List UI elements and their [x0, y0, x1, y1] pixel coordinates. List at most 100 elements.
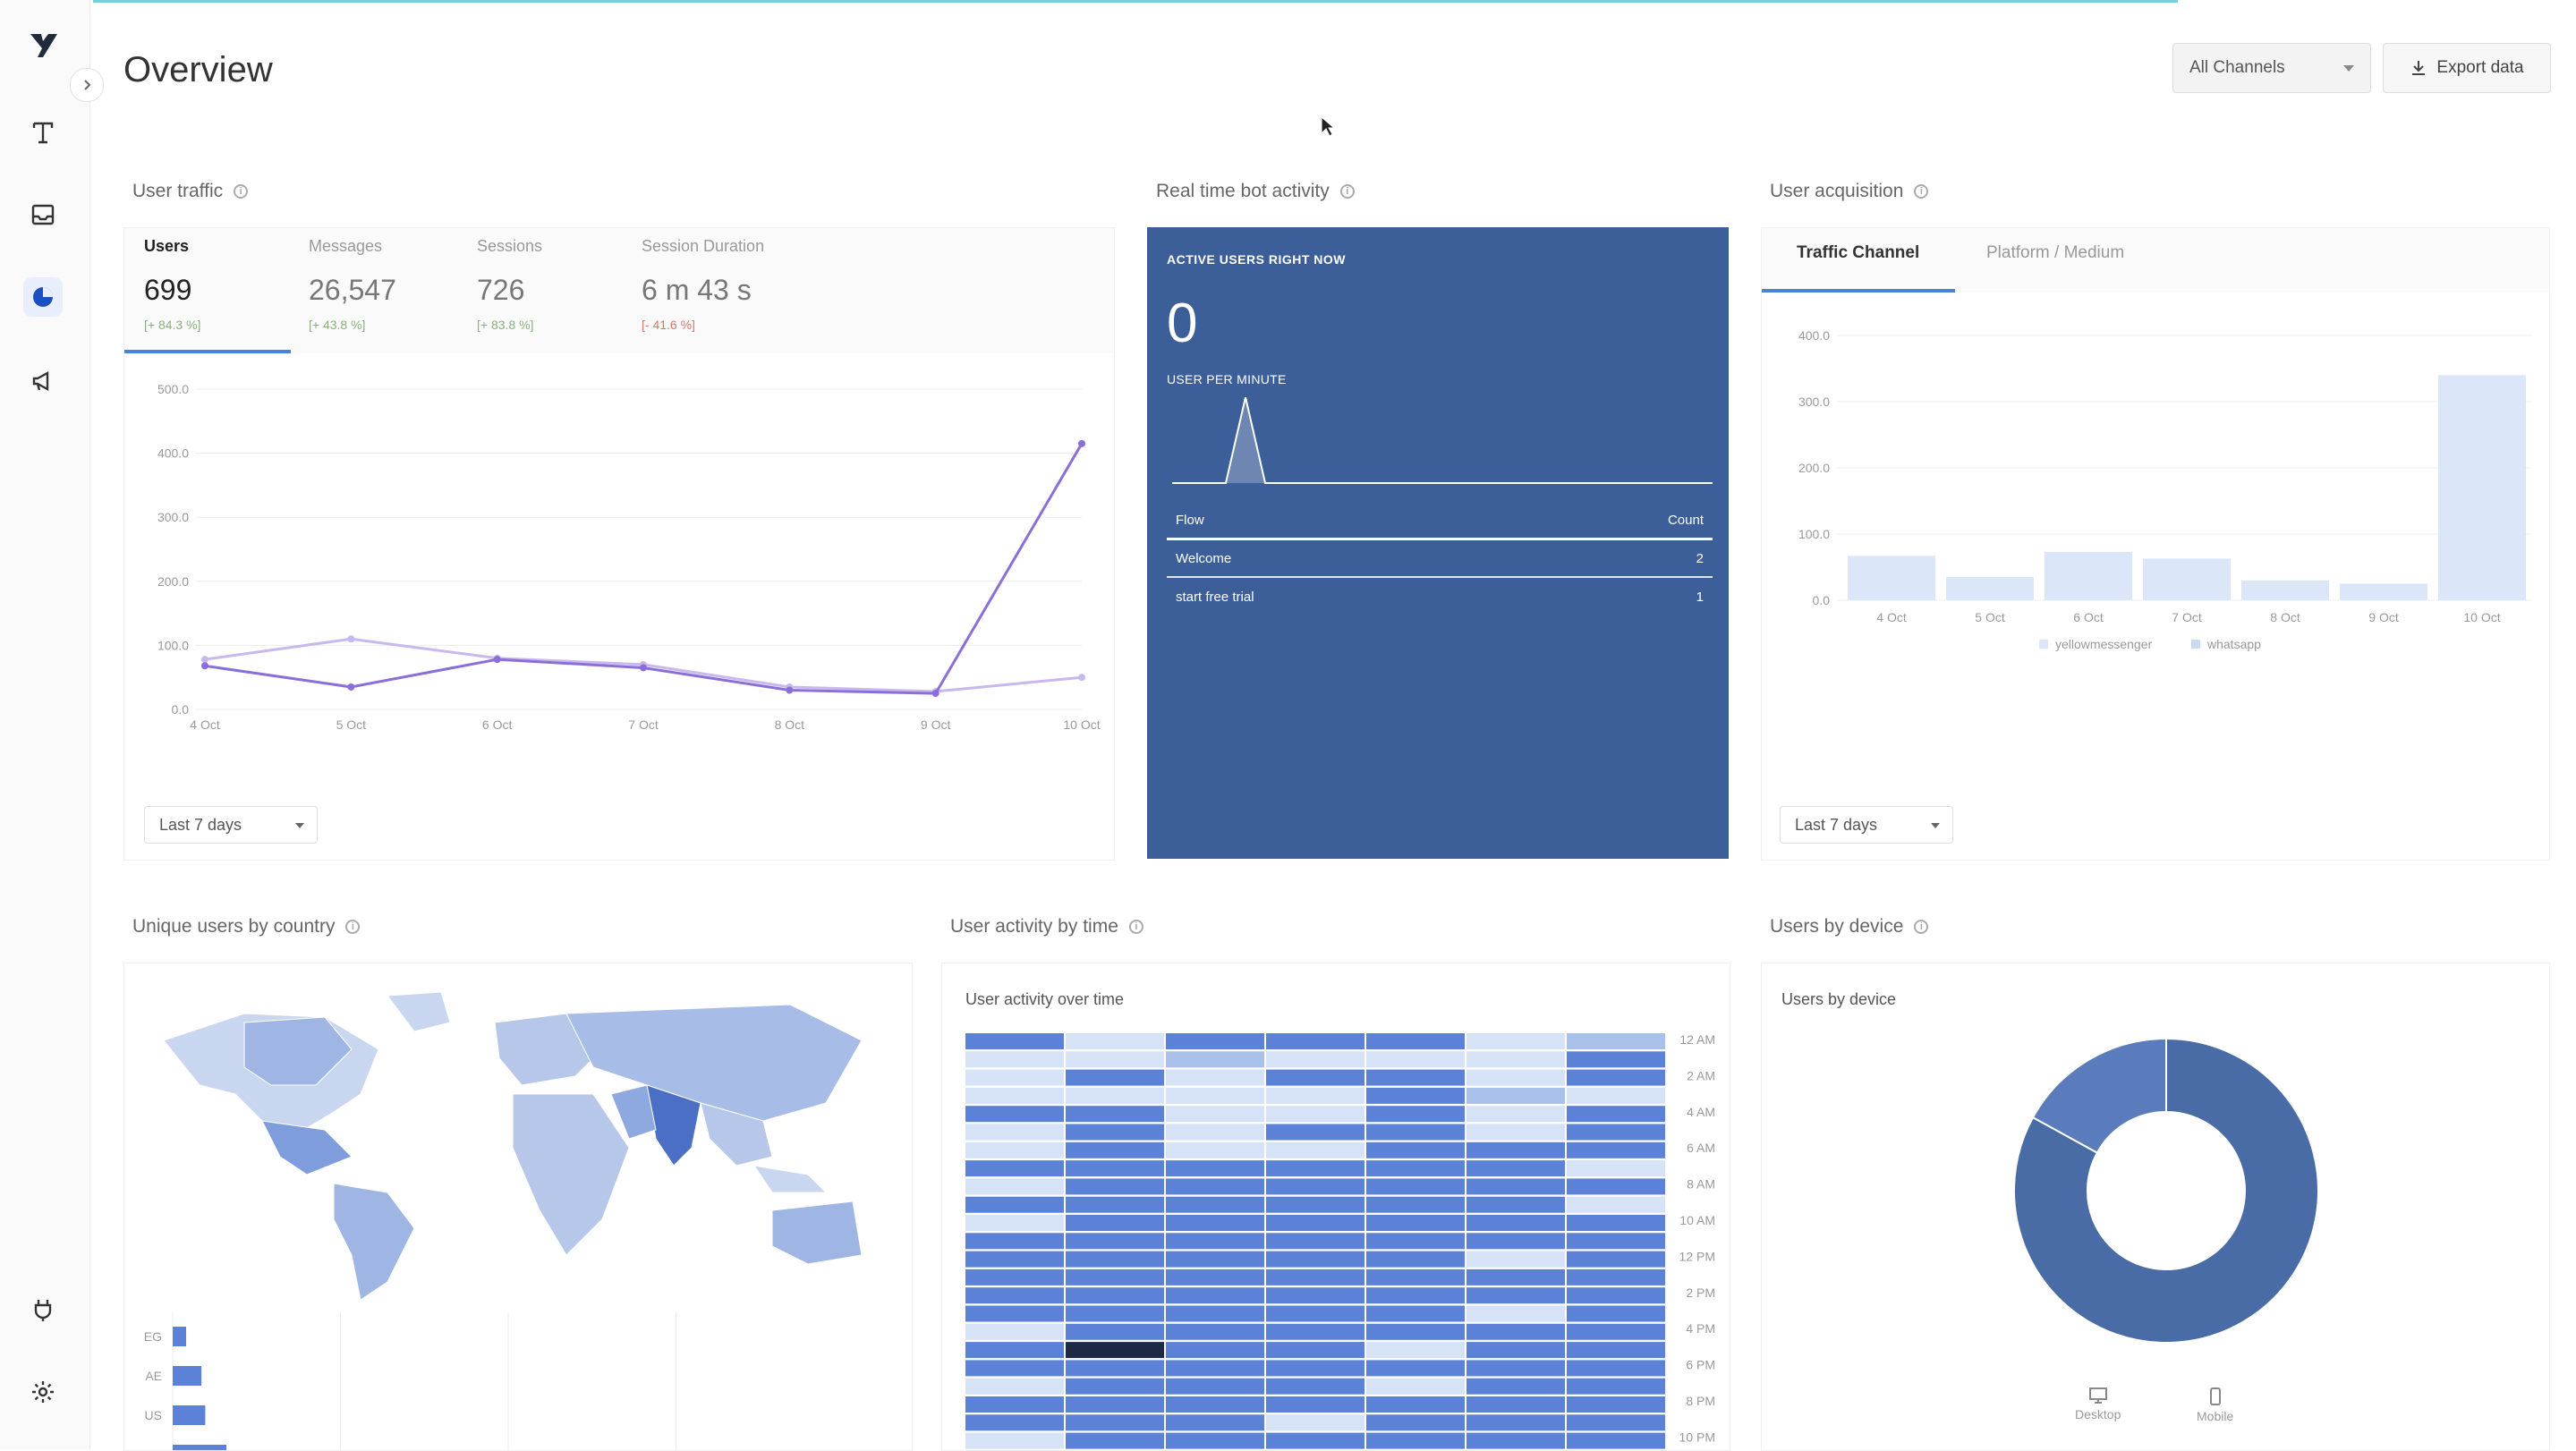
heatmap-cell — [1066, 1087, 1164, 1104]
donut-slice — [2031, 1037, 2167, 1154]
heatmap-cell — [1467, 1106, 1565, 1123]
channel-select[interactable]: All Channels — [2172, 43, 2371, 93]
x-tick-label: 8 Oct — [2270, 610, 2300, 624]
heatmap-cell — [1166, 1160, 1264, 1177]
inbox-icon[interactable] — [23, 195, 63, 234]
heatmap-cell — [1467, 1414, 1565, 1431]
chevron-down-icon — [295, 823, 304, 828]
info-icon[interactable]: i — [1339, 184, 1355, 199]
heatmap-cell — [1467, 1178, 1565, 1195]
heatmap-cell — [1366, 1233, 1465, 1250]
tab-value: 726 — [477, 274, 525, 306]
heatmap-cell — [1567, 1342, 1665, 1359]
heatmap-cell — [1166, 1051, 1264, 1068]
legend-mobile[interactable]: Mobile — [2197, 1387, 2233, 1423]
heatmap-cell — [1467, 1251, 1565, 1268]
heatmap-cell — [1166, 1305, 1264, 1322]
legend-label: yellowmessenger — [2055, 637, 2152, 651]
y-tick-label: 0.0 — [1813, 593, 1831, 607]
device-subtitle: Users by device — [1781, 990, 1897, 1008]
heatmap-cell — [1266, 1124, 1365, 1141]
info-icon[interactable]: i — [1914, 920, 1929, 934]
heatmap-cell — [965, 1178, 1064, 1195]
heatmap-cell — [965, 1432, 1064, 1449]
table-row[interactable]: Welcome 2 — [1167, 540, 1713, 578]
info-icon[interactable]: i — [1128, 920, 1143, 934]
legend-swatch — [2191, 640, 2200, 649]
megaphone-icon[interactable] — [23, 361, 63, 401]
heatmap-cell — [1266, 1051, 1365, 1068]
tab-session-duration[interactable]: Session Duration 6 m 43 s [- 41.6 %] — [642, 237, 764, 332]
legend-label: whatsapp — [2206, 637, 2261, 651]
heatmap-cell — [1266, 1141, 1365, 1158]
heatmap-cell — [1366, 1178, 1465, 1195]
user-traffic-heading: User traffic i — [132, 181, 249, 202]
export-data-button[interactable]: Export data — [2383, 43, 2551, 93]
heatmap-cell — [1166, 1414, 1264, 1431]
heatmap-cell — [1567, 1051, 1665, 1068]
acquisition-tabs — [1762, 228, 2549, 293]
device-heading: Users by device i — [1770, 916, 1929, 938]
heatmap-cell — [1066, 1106, 1164, 1123]
heatmap-cell — [1066, 1269, 1164, 1286]
traffic-range-dropdown[interactable]: Last 7 days — [144, 806, 318, 844]
heatmap-cell — [1066, 1360, 1164, 1377]
tab-platform-medium[interactable]: Platform / Medium — [1986, 243, 2125, 262]
stat-tabs — [124, 228, 1114, 353]
legend-swatch — [2039, 640, 2048, 649]
tab-traffic-channel[interactable]: Traffic Channel — [1797, 243, 1920, 262]
bar — [2045, 551, 2132, 600]
activity-card: User activity over time 12 AM 2 AM 4 AM 6 A… — [941, 963, 1730, 1451]
range-value: Last 7 days — [1795, 815, 1878, 834]
heatmap-cell — [1567, 1378, 1665, 1395]
heatmap-cell — [1366, 1251, 1465, 1268]
tab-messages[interactable]: Messages 26,547 [+ 43.8 %] — [309, 237, 396, 332]
heatmap-cell — [1567, 1033, 1665, 1049]
heatmap-cell — [965, 1124, 1064, 1141]
info-icon[interactable]: i — [345, 920, 361, 934]
country-bar-chart: EGAEUSNGIN — [143, 1312, 676, 1450]
logo-icon[interactable] — [23, 25, 63, 64]
heatmap-cell — [1066, 1033, 1164, 1049]
acquisition-range-dropdown[interactable]: Last 7 days — [1780, 806, 1953, 844]
y-tick-label: 100.0 — [1798, 527, 1830, 541]
tab-sessions[interactable]: Sessions 726 [+ 83.8 %] — [477, 237, 542, 332]
sidebar-collapse-button[interactable] — [70, 68, 104, 102]
heatmap-cell — [1166, 1087, 1264, 1104]
legend-desktop[interactable]: Desktop — [2075, 1387, 2121, 1421]
text-tool-icon[interactable] — [23, 113, 63, 152]
table-row[interactable]: start free trial 1 — [1167, 578, 1713, 615]
per-minute-sparkline — [1172, 397, 1713, 484]
flow-count: 2 — [1696, 550, 1704, 566]
analytics-pie-icon[interactable] — [23, 277, 63, 317]
heatmap-cell — [1467, 1141, 1565, 1158]
heatmap-cell — [1266, 1251, 1365, 1268]
heatmap-cell — [1266, 1233, 1365, 1250]
info-icon[interactable]: i — [1914, 184, 1929, 199]
heatmap-cell — [1366, 1305, 1465, 1322]
heatmap-cell — [1467, 1215, 1565, 1231]
heatmap-cell — [1266, 1215, 1365, 1231]
heatmap-cell — [1266, 1160, 1365, 1177]
heatmap-cell — [1266, 1323, 1365, 1340]
info-icon[interactable]: i — [234, 184, 249, 199]
heatmap-cell — [1066, 1323, 1164, 1340]
gear-icon[interactable] — [23, 1372, 63, 1412]
heatmap-cell — [1166, 1342, 1264, 1359]
acquisition-card: 0.0 100.0 200.0 300.0 400.0 4 Oct 5 Oct 6 Oct 7 … — [1761, 227, 2550, 861]
heatmap-cell — [1066, 1305, 1164, 1322]
heatmap-cell — [1166, 1251, 1264, 1268]
user-traffic-chart: 0.0 100.0 200.0 300.0 400.0 500.0 4 Oct 5 Oct 6 … — [157, 382, 1101, 732]
flow-table: Flow Count Welcome 2 start free trial 1 — [1167, 503, 1713, 615]
heatmap-cell — [1066, 1396, 1164, 1413]
tab-label: Users — [144, 237, 190, 255]
tab-users[interactable]: Users 699 [+ 84.3 %] — [144, 237, 200, 332]
hour-label: 12 PM — [1679, 1249, 1715, 1263]
heatmap-cell — [965, 1342, 1064, 1359]
heatmap-cell — [965, 1396, 1064, 1413]
heatmap-cell — [965, 1160, 1064, 1177]
heatmap-cell — [1266, 1360, 1365, 1377]
heatmap-cell — [965, 1051, 1064, 1068]
plug-icon[interactable] — [23, 1290, 63, 1329]
acquisition-heading: User acquisition i — [1770, 181, 1929, 202]
